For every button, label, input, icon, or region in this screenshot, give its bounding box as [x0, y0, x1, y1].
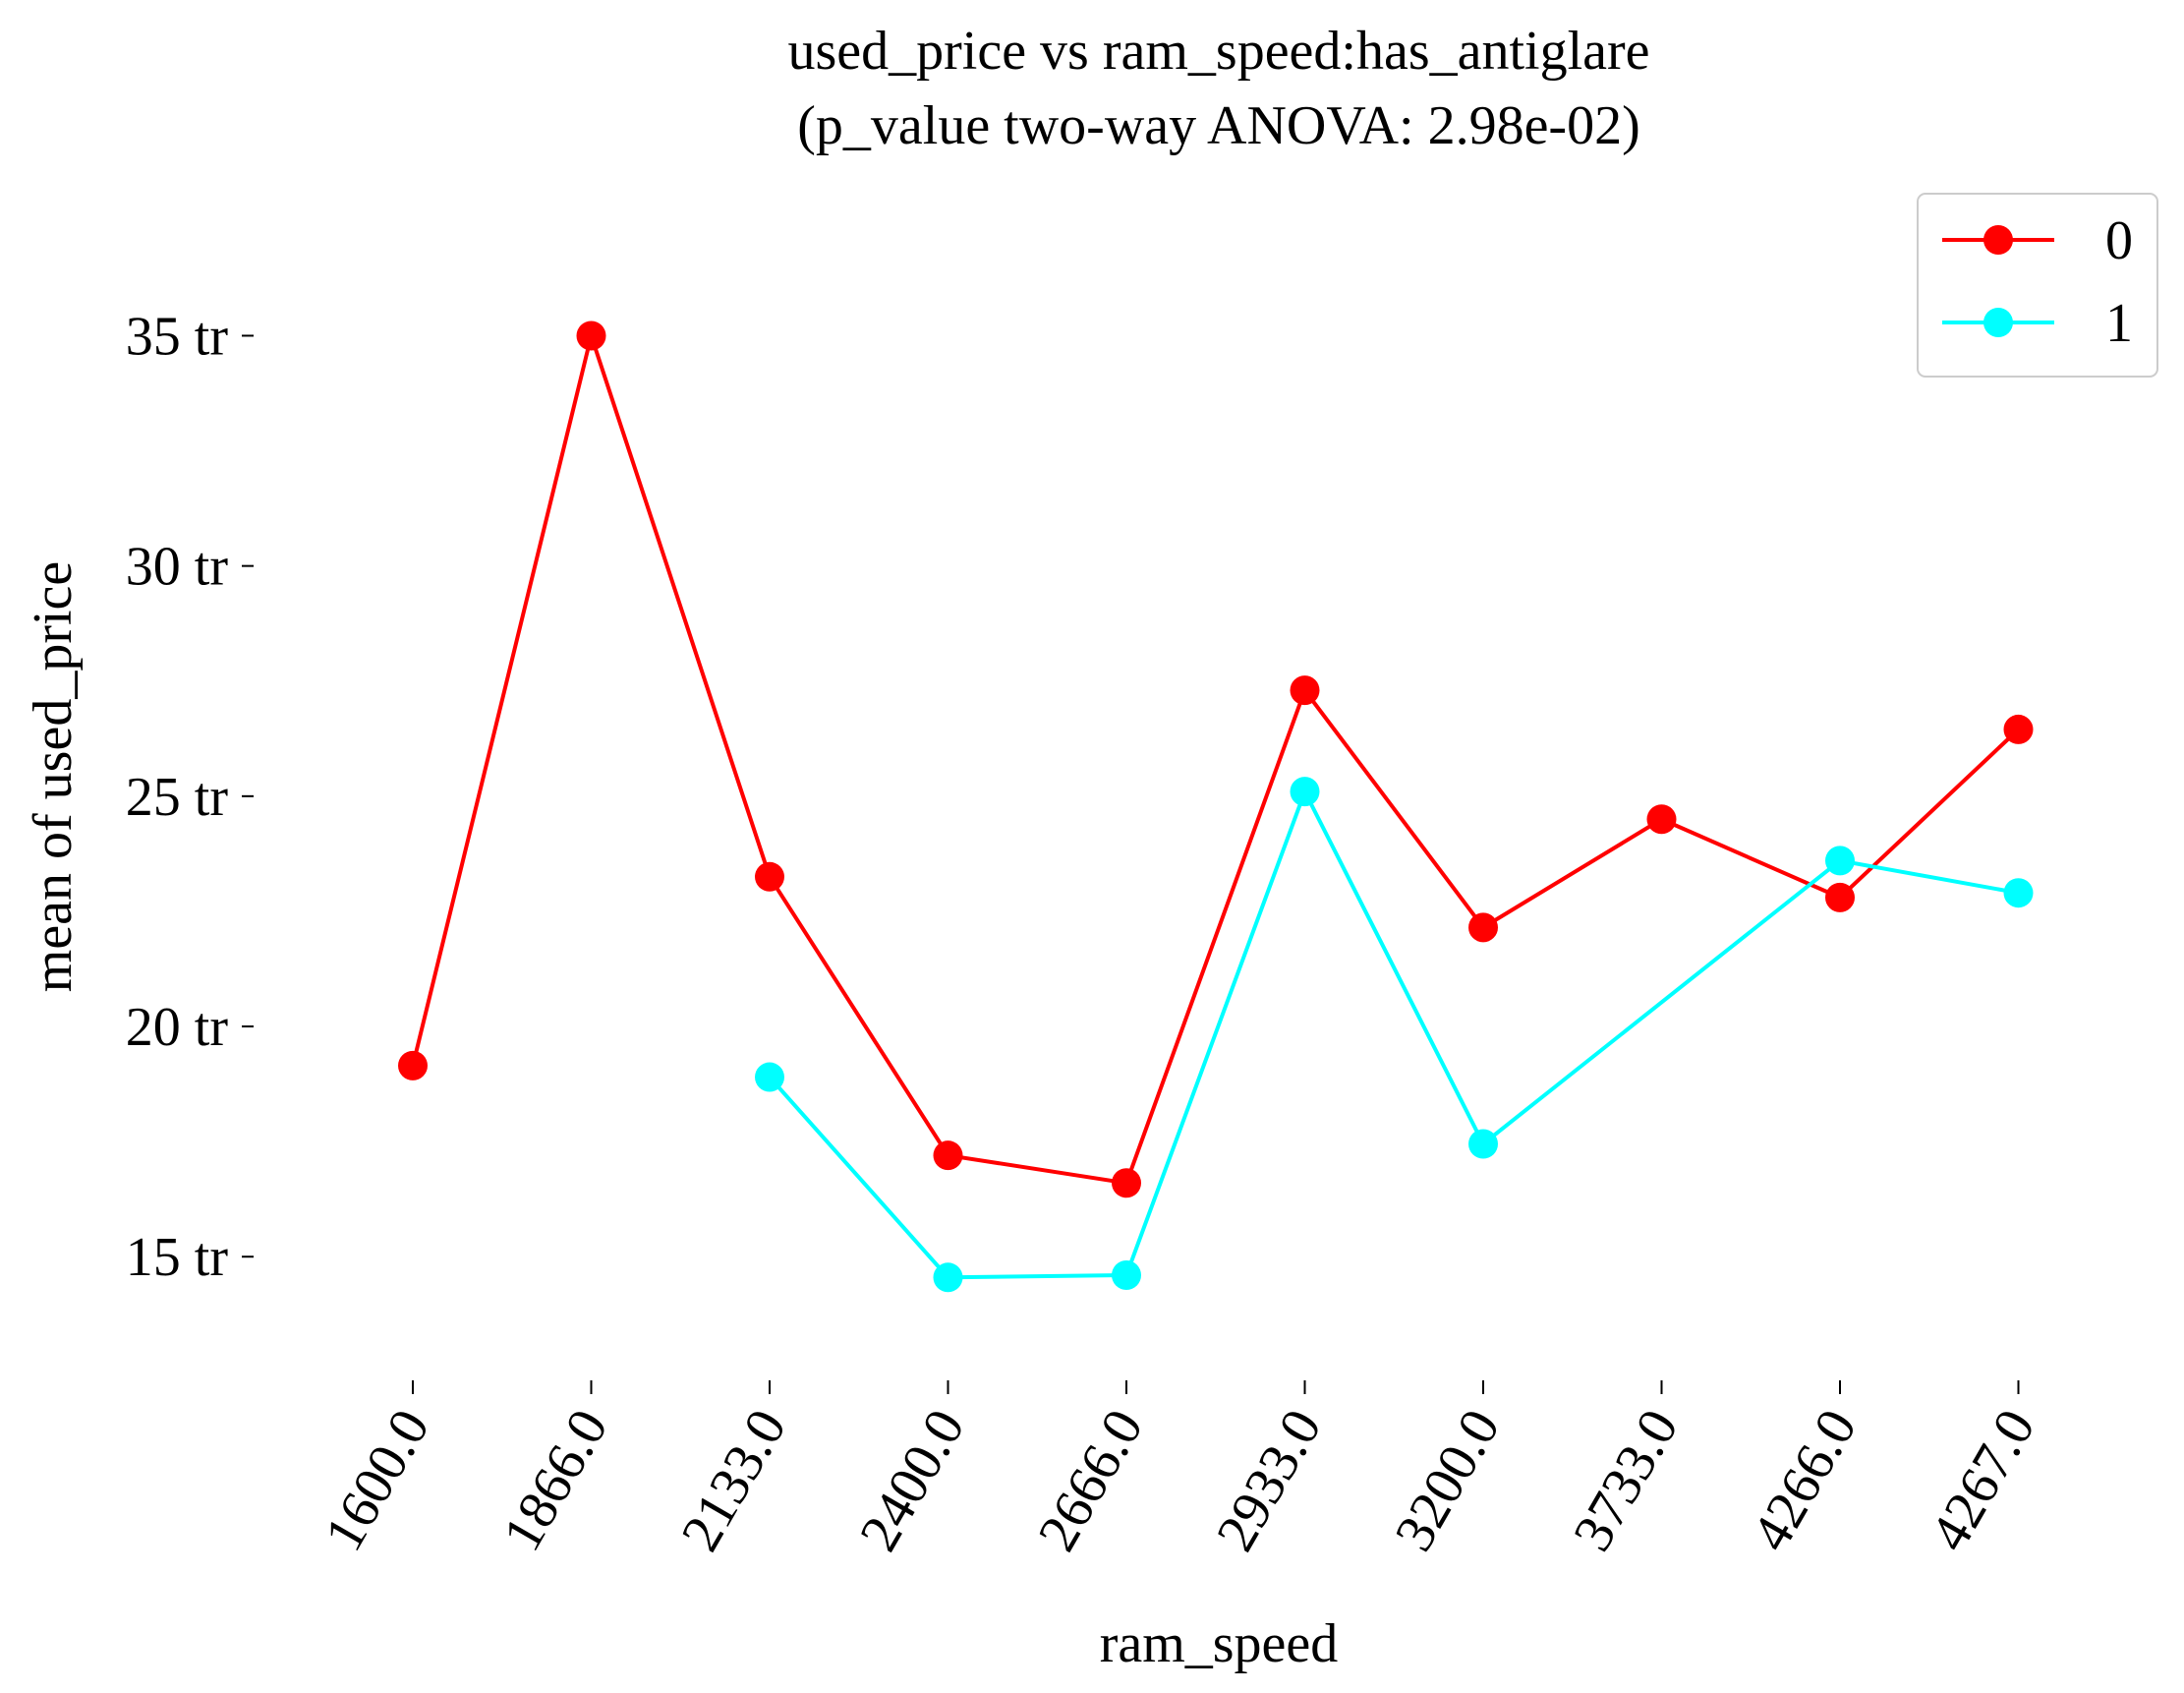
legend-label: 0: [2105, 210, 2133, 271]
chart-subtitle: (p_value two-way ANOVA: 2.98e-02): [797, 95, 1639, 156]
y-tick-label: 15 tr: [126, 1227, 229, 1288]
data-point: [755, 1062, 784, 1092]
y-tick-label: 25 tr: [126, 767, 229, 828]
y-tick-label: 30 tr: [126, 537, 229, 598]
legend-marker: [1983, 308, 2013, 337]
series-1: [755, 777, 2034, 1293]
data-point: [1468, 912, 1498, 943]
data-point: [1112, 1259, 1141, 1290]
data-point: [1825, 846, 1855, 876]
legend-marker: [1983, 225, 2013, 255]
x-tick-label: 4266.0: [1741, 1400, 1869, 1561]
x-tick-label: 2133.0: [670, 1400, 799, 1561]
x-tick-label: 3200.0: [1384, 1400, 1513, 1561]
data-point: [933, 1262, 963, 1293]
x-tick-label: 2666.0: [1027, 1400, 1156, 1561]
data-point: [398, 1050, 428, 1080]
y-axis: 15 tr 20 tr 25 tr 30 tr 35 tr: [126, 306, 254, 1288]
y-axis-label: mean of used_price: [23, 561, 84, 992]
x-tick-label: 2933.0: [1205, 1400, 1334, 1561]
y-tick-label: 35 tr: [126, 306, 229, 367]
data-point: [933, 1140, 963, 1171]
data-point: [2003, 878, 2034, 908]
data-point: [1112, 1168, 1141, 1198]
series-0: [398, 321, 2034, 1198]
legend-item: 0: [1942, 210, 2133, 271]
data-point: [576, 321, 606, 351]
x-axis-label: ram_speed: [1100, 1613, 1339, 1674]
legend-item: 1: [1942, 293, 2133, 354]
x-tick-label: 1600.0: [314, 1400, 442, 1561]
y-tick-label: 20 tr: [126, 997, 229, 1058]
data-point: [755, 861, 784, 892]
data-point: [1825, 882, 1855, 912]
data-point: [1290, 675, 1320, 706]
x-axis: 1600.0 1866.0 2133.0 2400.0 2666.0 2933.0 3200…: [314, 1380, 2047, 1561]
data-point: [1468, 1129, 1498, 1159]
x-tick-label: 4267.0: [1919, 1400, 2047, 1561]
data-point: [2003, 714, 2034, 744]
x-tick-label: 2400.0: [848, 1400, 977, 1561]
series-layer: [398, 321, 2034, 1293]
data-point: [1290, 777, 1320, 807]
data-point: [1646, 804, 1677, 835]
x-tick-label: 1866.0: [491, 1400, 620, 1561]
legend-label: 1: [2105, 293, 2133, 354]
series-line: [411, 333, 2020, 1186]
legend: 01: [1917, 193, 2158, 378]
chart-title: used_price vs ram_speed:has_antiglare: [787, 21, 1649, 82]
x-tick-label: 3733.0: [1562, 1400, 1691, 1561]
